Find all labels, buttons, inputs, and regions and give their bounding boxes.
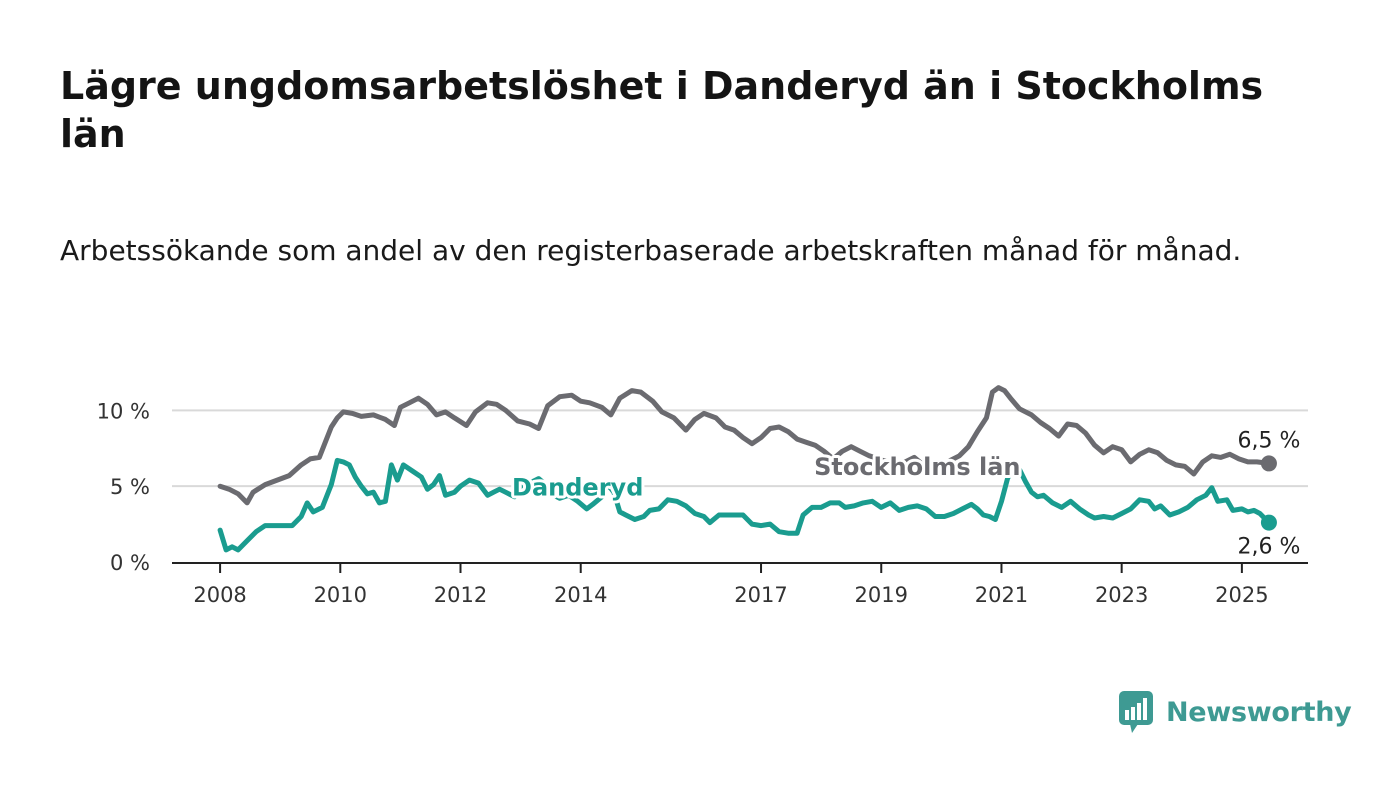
chart-subtitle: Arbetssökande som andel av den registerb… xyxy=(60,234,1242,267)
x-tick-label: 2021 xyxy=(975,583,1028,607)
x-tick-label: 2019 xyxy=(855,583,908,607)
y-tick-label: 0 % xyxy=(110,551,150,575)
gridlines xyxy=(172,409,1308,488)
bar-chart-speech-bubble-icon xyxy=(1119,691,1153,733)
series-labels: 6,5 % 2,6 % Stockholms län Danderyd xyxy=(509,428,1300,560)
series-end-value-label: 2,6 % xyxy=(1237,535,1300,560)
newsworthy-logo: Newsworthy xyxy=(1118,688,1352,736)
series-line-stockholms-lan xyxy=(217,385,1272,506)
brand-name: Newsworthy xyxy=(1166,696,1352,728)
series-end-marker xyxy=(1260,514,1277,531)
chart-title: Lägre ungdomsarbetslöshet i Danderyd än … xyxy=(60,64,1264,156)
y-tick-label: 10 % xyxy=(97,399,150,423)
x-tick-label: 2012 xyxy=(434,583,487,607)
x-axis-ticks: 2008 2010 2012 2014 2017 2019 2021 2023 2025 xyxy=(193,563,1269,607)
x-tick-label: 2010 xyxy=(314,583,367,607)
series-name-label: Stockholms län xyxy=(814,453,1020,481)
x-tick-label: 2017 xyxy=(734,583,787,607)
x-tick-label: 2025 xyxy=(1215,583,1268,607)
series-end-marker xyxy=(1260,455,1277,472)
x-tick-label: 2008 xyxy=(193,583,246,607)
y-tick-label: 5 % xyxy=(110,475,150,499)
y-axis-ticks: 0 % 5 % 10 % xyxy=(97,399,150,575)
series-line-danderyd xyxy=(217,457,1272,553)
series-lines xyxy=(217,385,1277,553)
series-name-label: Danderyd xyxy=(512,474,643,502)
x-tick-label: 2014 xyxy=(554,583,607,607)
series-end-value-label: 6,5 % xyxy=(1237,428,1300,453)
x-tick-label: 2023 xyxy=(1095,583,1148,607)
